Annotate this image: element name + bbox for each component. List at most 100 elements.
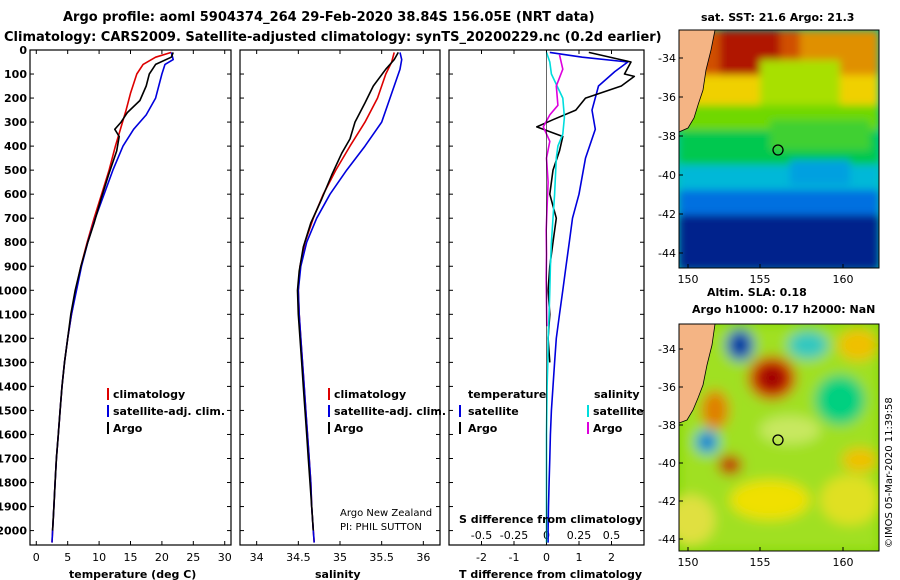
difference-legend: temperature salinity satellite Argo sate… [459,388,644,526]
argo-float-marker [772,434,784,446]
y-tick-label: 0 [19,44,27,57]
salinity-legend: climatology satellite-adj. clim. Argo Ar… [328,388,446,533]
map-y-tick-label: -36 [658,91,676,104]
legend-s-argo-label: Argo [593,422,623,435]
legend-argo-label: Argo [113,422,143,435]
legend-climatology-label: climatology [334,388,406,401]
x-tick-label: 36 [416,551,430,564]
map-y-tick-label: -38 [658,130,676,143]
legend-satellite-label: satellite-adj. clim. [113,405,225,418]
sla-map-subtitle: Argo h1000: 0.17 h2000: NaN [692,303,875,316]
t-difference-xlabel: T difference from climatology [459,568,642,580]
y-tick-label: 700 [4,212,27,225]
sst-map-frame [678,29,880,269]
x-tick-label: 0 [33,551,40,564]
map-y-tick-label: -42 [658,208,676,221]
sst-map [679,30,879,268]
sla-map-frame [678,323,880,552]
y-tick-label: 300 [4,116,27,129]
profile-lines [51,51,636,543]
x-tick-label: 5 [64,551,71,564]
legend-temperature-title: temperature [468,388,546,401]
x-tick-label: 10 [92,551,106,564]
map-x-tick-label: 155 [750,273,771,286]
x-tick-label: 2 [608,551,615,564]
map-y-tick-label: -40 [658,457,676,470]
series-line-t-argo [535,51,636,363]
legend-s-satellite-label: satellite [593,405,644,418]
map-x-tick-label: 155 [750,556,771,569]
argo-float-marker [772,144,784,156]
s-diff-tick-label: -0.5 [471,529,492,542]
salinity-panel-frame [239,49,441,546]
series-line-argo [296,52,399,531]
s-diff-tick-label: 0.5 [603,529,621,542]
y-tick-label: 1500 [0,404,27,417]
y-tick-label: 1400 [0,380,27,393]
header-line1: Argo profile: aoml 5904374_264 29-Feb-20… [63,10,595,25]
imos-timestamp: ©IMOS 05-Mar-2020 11:39:58 [884,397,895,548]
x-tick-label: 34 [250,551,264,564]
y-tick-label: 1800 [0,477,27,490]
map-x-tick-label: 150 [678,273,699,286]
s-diff-tick-label: 0.25 [567,529,592,542]
map-y-tick-label: -36 [658,381,676,394]
temperature-xlabel: temperature (deg C) [69,568,196,580]
legend-climatology-label: climatology [113,388,185,401]
y-tick-label: 1300 [0,356,27,369]
y-tick-label: 600 [4,188,27,201]
series-line-climatology [51,51,172,543]
sla-map [679,324,879,551]
sla-map-title: Altim. SLA: 0.18 [707,286,807,299]
y-tick-label: 1600 [0,428,27,441]
map-y-tick-label: -40 [658,169,676,182]
y-tick-label: 1100 [0,308,27,321]
series-line-t-satellite [547,51,629,543]
header-line2: Climatology: CARS2009. Satellite-adjuste… [4,30,662,45]
x-tick-label: 30 [218,551,232,564]
map-x-tick-label: 150 [678,556,699,569]
x-tick-label: 25 [186,551,200,564]
x-tick-label: 35 [333,551,347,564]
series-line-argo [51,52,174,531]
legend-satellite-label: satellite-adj. clim. [334,405,446,418]
map-y-tick-label: -42 [658,495,676,508]
y-tick-label: 1700 [0,452,27,465]
map-y-tick-label: -44 [658,533,676,546]
map-y-tick-label: -38 [658,419,676,432]
x-tick-label: -1 [509,551,520,564]
x-tick-label: 20 [155,551,169,564]
y-tick-label: 1900 [0,501,27,514]
y-tick-label: 100 [4,68,27,81]
panel-axes: 0100200300400500600700800900100011001200… [0,44,644,564]
map-x-tick-label: 160 [833,273,854,286]
s-diff-tick-label: -0.25 [500,529,528,542]
y-tick-label: 1000 [0,284,27,297]
y-tick-label: 500 [4,164,27,177]
y-tick-label: 1200 [0,332,27,345]
y-tick-label: 400 [4,140,27,153]
map-y-tick-label: -34 [658,343,676,356]
sst-map-title: sat. SST: 21.6 Argo: 21.3 [701,11,854,24]
y-tick-label: 800 [4,236,27,249]
legend-argo-label: Argo [334,422,364,435]
x-tick-label: 15 [124,551,138,564]
map-x-tick-label: 160 [833,556,854,569]
y-tick-label: 200 [4,92,27,105]
y-tick-label: 2000 [0,525,27,538]
x-tick-label: 35.5 [369,551,394,564]
argo-group-label: Argo New Zealand [340,508,432,519]
x-tick-label: 1 [576,551,583,564]
s-difference-axis-label: S difference from climatology [459,513,643,526]
series-line-satellite-adj-clim- [297,52,403,543]
map-y-tick-label: -34 [658,52,676,65]
y-tick-label: 900 [4,260,27,273]
legend-salinity-title: salinity [594,388,640,401]
pi-label: PI: PHIL SUTTON [340,522,422,533]
temperature-legend: climatology satellite-adj. clim. Argo [107,388,225,435]
map-y-tick-label: -44 [658,247,676,260]
legend-t-argo-label: Argo [468,422,498,435]
temperature-panel-frame [29,49,232,546]
